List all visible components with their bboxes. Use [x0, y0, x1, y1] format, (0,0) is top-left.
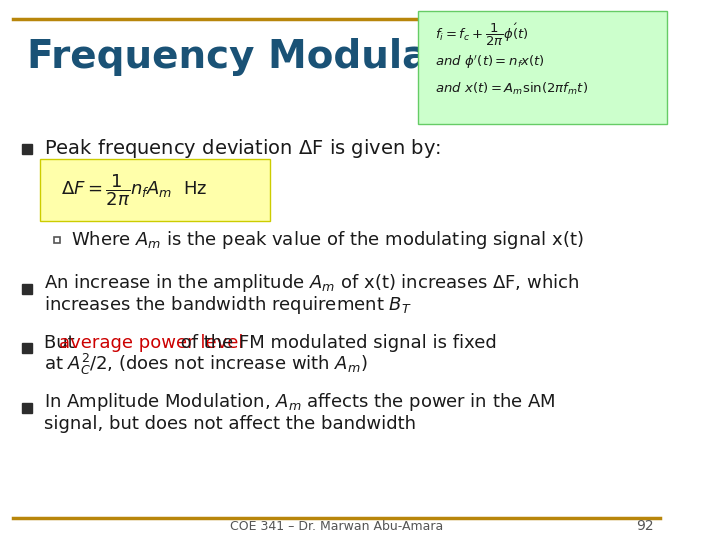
Text: average power level: average power level — [58, 334, 243, 352]
Text: In Amplitude Modulation, $A_m$ affects the power in the AM: In Amplitude Modulation, $A_m$ affects t… — [44, 392, 555, 413]
Text: at $A_C^2$/2, (does not increase with $A_m$): at $A_C^2$/2, (does not increase with $A… — [44, 352, 367, 377]
Text: of the FM modulated signal is fixed: of the FM modulated signal is fixed — [175, 334, 497, 352]
Text: Frequency Modulation: FM: Frequency Modulation: FM — [27, 38, 608, 76]
Text: $\Delta F = \dfrac{1}{2\pi} n_f A_m\ \ \mathrm{Hz}$: $\Delta F = \dfrac{1}{2\pi} n_f A_m\ \ \… — [60, 172, 207, 208]
Text: $and\ x(t) = A_m \sin(2\pi f_m t)$: $and\ x(t) = A_m \sin(2\pi f_m t)$ — [435, 81, 588, 97]
FancyBboxPatch shape — [418, 11, 667, 124]
Text: $and\ \phi'(t) = n_f x(t)$: $and\ \phi'(t) = n_f x(t)$ — [435, 53, 544, 71]
FancyBboxPatch shape — [40, 159, 269, 221]
Text: An increase in the amplitude $A_m$ of x(t) increases $\Delta$F, which: An increase in the amplitude $A_m$ of x(… — [44, 273, 579, 294]
Text: 92: 92 — [636, 519, 654, 534]
Text: COE 341 – Dr. Marwan Abu-Amara: COE 341 – Dr. Marwan Abu-Amara — [230, 520, 444, 533]
Text: Where $A_m$ is the peak value of the modulating signal x(t): Where $A_m$ is the peak value of the mod… — [71, 230, 583, 251]
Text: But: But — [44, 334, 80, 352]
Text: Peak frequency deviation $\Delta$F is given by:: Peak frequency deviation $\Delta$F is gi… — [44, 137, 441, 160]
Text: increases the bandwidth requirement $B_T$: increases the bandwidth requirement $B_T… — [44, 294, 412, 316]
Text: $f_i = f_c + \dfrac{1}{2\pi}\phi\'(t)$: $f_i = f_c + \dfrac{1}{2\pi}\phi\'(t)$ — [435, 22, 528, 49]
Text: signal, but does not affect the bandwidth: signal, but does not affect the bandwidt… — [44, 415, 416, 433]
